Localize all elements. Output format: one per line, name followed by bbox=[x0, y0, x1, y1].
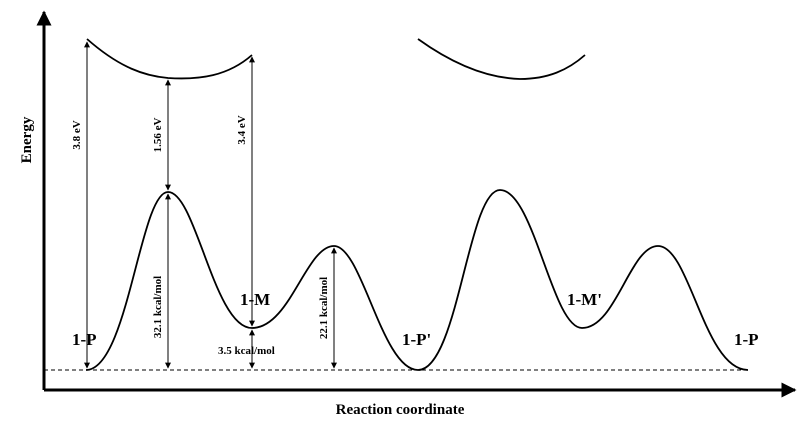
barrier-label-3-5: 3.5 kcal/mol bbox=[218, 345, 275, 357]
y-axis-title: Energy bbox=[19, 116, 35, 163]
state-label-1p-left: 1-P bbox=[72, 330, 97, 349]
excitation-label-1-56: 1.56 eV bbox=[152, 118, 164, 153]
barrier-label-32-1: 32.1 kcal/mol bbox=[152, 276, 164, 338]
barrier-label-22-1: 22.1 kcal/mol bbox=[318, 277, 330, 339]
state-label-1m: 1-M bbox=[240, 290, 270, 309]
state-label-1p-right: 1-P bbox=[734, 330, 759, 349]
excitation-label-3-8: 3.8 eV bbox=[71, 120, 83, 149]
excited-state-curve-right bbox=[417, 38, 586, 80]
state-label-1p-prime: 1-P' bbox=[402, 330, 431, 349]
x-axis-title: Reaction coordinate bbox=[336, 402, 465, 418]
excitation-label-3-4: 3.4 eV bbox=[236, 115, 248, 144]
ground-state-curve bbox=[85, 189, 749, 371]
excited-state-curve-left bbox=[86, 38, 253, 80]
state-label-1m-prime: 1-M' bbox=[567, 290, 602, 309]
